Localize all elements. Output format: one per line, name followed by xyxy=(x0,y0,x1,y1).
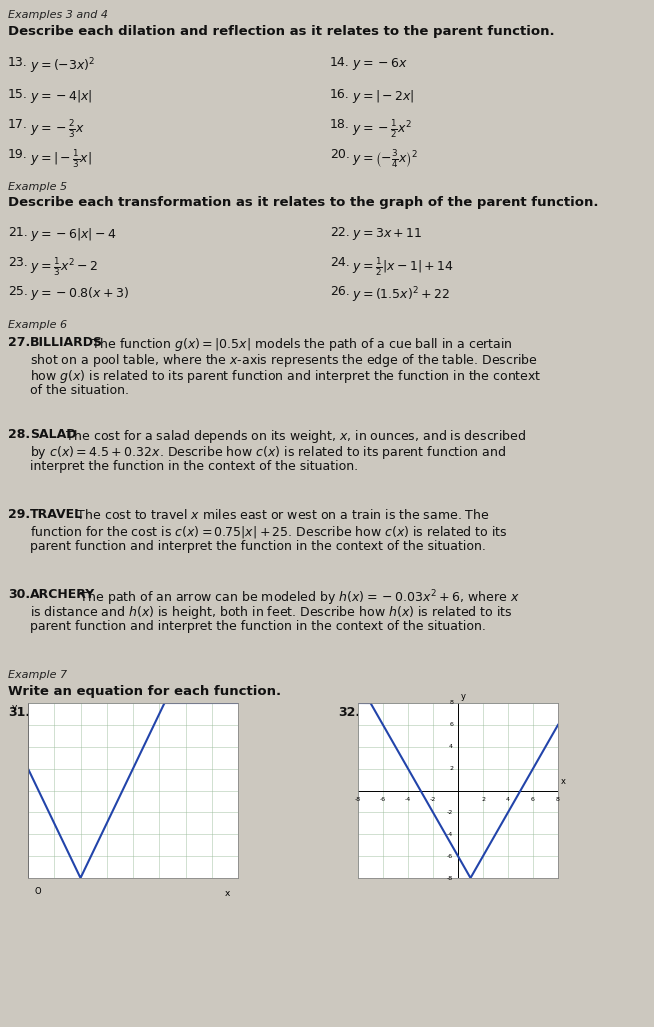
Text: 4: 4 xyxy=(506,797,510,802)
Text: -2: -2 xyxy=(447,810,453,814)
Text: 27.: 27. xyxy=(8,336,30,349)
Text: function for the cost is $c(x) = 0.75|x| + 25$. Describe how $c(x)$ is related t: function for the cost is $c(x) = 0.75|x|… xyxy=(30,524,508,540)
Text: Describe each dilation and reflection as it relates to the parent function.: Describe each dilation and reflection as… xyxy=(8,25,555,38)
Text: $y = |-2x|$: $y = |-2x|$ xyxy=(352,88,415,105)
Text: Example 6: Example 6 xyxy=(8,320,67,330)
Text: $y = 3x + 11$: $y = 3x + 11$ xyxy=(352,226,422,242)
Text: 31.: 31. xyxy=(8,706,30,719)
Text: 2: 2 xyxy=(481,797,485,802)
Text: 28.: 28. xyxy=(8,428,30,441)
Text: Describe each transformation as it relates to the graph of the parent function.: Describe each transformation as it relat… xyxy=(8,196,598,210)
Text: 29.: 29. xyxy=(8,508,30,521)
Text: 2: 2 xyxy=(449,766,453,771)
Text: Example 5: Example 5 xyxy=(8,182,67,192)
Text: $y = \frac{1}{3}x^2 - 2$: $y = \frac{1}{3}x^2 - 2$ xyxy=(30,256,98,278)
Text: 19.: 19. xyxy=(8,148,27,161)
Text: 30.: 30. xyxy=(8,588,30,601)
Text: $y = \frac{1}{2}|x - 1| + 14$: $y = \frac{1}{2}|x - 1| + 14$ xyxy=(352,256,454,278)
Text: x: x xyxy=(560,777,566,786)
Text: $y = -\frac{1}{2}x^2$: $y = -\frac{1}{2}x^2$ xyxy=(352,118,412,140)
Text: is distance and $h(x)$ is height, both in feet. Describe how $h(x)$ is related t: is distance and $h(x)$ is height, both i… xyxy=(30,604,513,621)
Text: x: x xyxy=(225,889,230,898)
Text: -6: -6 xyxy=(447,853,453,859)
Text: Examples 3 and 4: Examples 3 and 4 xyxy=(8,10,108,20)
Text: 24.: 24. xyxy=(330,256,350,269)
Text: SALAD: SALAD xyxy=(30,428,77,441)
Text: $y = |-\frac{1}{3}x|$: $y = |-\frac{1}{3}x|$ xyxy=(30,148,92,169)
Text: 18.: 18. xyxy=(330,118,350,131)
Text: y: y xyxy=(12,702,18,712)
Text: $y = (-3x)^2$: $y = (-3x)^2$ xyxy=(30,56,95,76)
Text: shot on a pool table, where the $x$-axis represents the edge of the table. Descr: shot on a pool table, where the $x$-axis… xyxy=(30,352,538,369)
Text: The function $g(x) = |0.5x|$ models the path of a cue ball in a certain: The function $g(x) = |0.5x|$ models the … xyxy=(88,336,513,353)
Text: The cost for a salad depends on its weight, $x$, in ounces, and is described: The cost for a salad depends on its weig… xyxy=(63,428,526,445)
Text: 8: 8 xyxy=(556,797,560,802)
Text: how $g(x)$ is related to its parent function and interpret the function in the c: how $g(x)$ is related to its parent func… xyxy=(30,368,542,385)
Text: $y = (1.5x)^2 + 22$: $y = (1.5x)^2 + 22$ xyxy=(352,286,450,305)
Text: 16.: 16. xyxy=(330,88,350,101)
Text: 26.: 26. xyxy=(330,286,350,298)
Text: BILLIARDS: BILLIARDS xyxy=(30,336,103,349)
Text: Example 7: Example 7 xyxy=(8,670,67,680)
Text: 4: 4 xyxy=(449,745,453,750)
Text: -4: -4 xyxy=(405,797,411,802)
Text: $y = -0.8(x + 3)$: $y = -0.8(x + 3)$ xyxy=(30,286,129,302)
Text: $y = \left(-\frac{3}{4}x\right)^2$: $y = \left(-\frac{3}{4}x\right)^2$ xyxy=(352,148,418,169)
Text: 13.: 13. xyxy=(8,56,27,69)
Text: $y = -6|x| - 4$: $y = -6|x| - 4$ xyxy=(30,226,117,243)
Text: -2: -2 xyxy=(430,797,436,802)
Text: -8: -8 xyxy=(447,875,453,880)
Text: of the situation.: of the situation. xyxy=(30,384,129,397)
Text: ARCHERY: ARCHERY xyxy=(30,588,95,601)
Text: $y = -\frac{2}{3}x$: $y = -\frac{2}{3}x$ xyxy=(30,118,85,140)
Text: $y = -6x$: $y = -6x$ xyxy=(352,56,408,72)
Text: 6: 6 xyxy=(449,722,453,727)
Text: -8: -8 xyxy=(355,797,361,802)
Text: 25.: 25. xyxy=(8,286,28,298)
Text: $y = -4|x|$: $y = -4|x|$ xyxy=(30,88,93,105)
Text: -4: -4 xyxy=(447,832,453,837)
Text: interpret the function in the context of the situation.: interpret the function in the context of… xyxy=(30,460,358,473)
Text: Write an equation for each function.: Write an equation for each function. xyxy=(8,685,281,698)
Text: 20.: 20. xyxy=(330,148,350,161)
Text: 32.: 32. xyxy=(338,706,360,719)
Text: The path of an arrow can be modeled by $h(x) = -0.03x^2 + 6$, where $x$: The path of an arrow can be modeled by $… xyxy=(75,588,519,608)
Text: 17.: 17. xyxy=(8,118,28,131)
Text: 6: 6 xyxy=(531,797,535,802)
Text: -6: -6 xyxy=(380,797,386,802)
Text: O: O xyxy=(35,886,41,896)
Text: TRAVEL: TRAVEL xyxy=(30,508,83,521)
Text: 15.: 15. xyxy=(8,88,28,101)
Text: y: y xyxy=(460,692,466,700)
Text: 22.: 22. xyxy=(330,226,350,239)
Text: by $c(x) = 4.5 + 0.32x$. Describe how $c(x)$ is related to its parent function a: by $c(x) = 4.5 + 0.32x$. Describe how $c… xyxy=(30,444,506,461)
Text: parent function and interpret the function in the context of the situation.: parent function and interpret the functi… xyxy=(30,540,486,553)
Text: 21.: 21. xyxy=(8,226,27,239)
Text: 8: 8 xyxy=(449,700,453,706)
Text: 23.: 23. xyxy=(8,256,27,269)
Text: 14.: 14. xyxy=(330,56,350,69)
Text: The cost to travel $x$ miles east or west on a train is the same. The: The cost to travel $x$ miles east or wes… xyxy=(69,508,490,522)
Text: parent function and interpret the function in the context of the situation.: parent function and interpret the functi… xyxy=(30,620,486,633)
